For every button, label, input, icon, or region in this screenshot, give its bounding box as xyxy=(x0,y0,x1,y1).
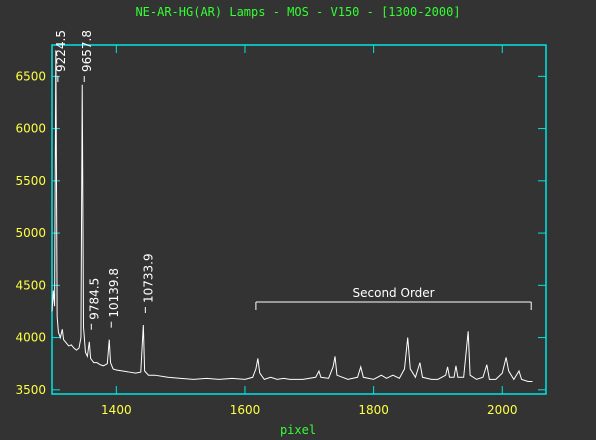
plot-frame xyxy=(51,44,547,395)
bracket-label: Second Order xyxy=(353,286,435,300)
x-tick-label: 1400 xyxy=(101,403,132,417)
chart-title: NE-AR-HG(AR) Lamps - MOS - V150 - [1300-… xyxy=(135,5,460,19)
annotation-label: 9224.5 xyxy=(54,30,68,72)
y-tick-label: 6000 xyxy=(15,122,46,136)
y-tick-label: 4000 xyxy=(15,331,46,345)
annotation-label: 9657.8 xyxy=(80,30,94,72)
y-tick-label: 6500 xyxy=(15,69,46,83)
x-tick-label: 1600 xyxy=(230,403,261,417)
y-tick-label: 5000 xyxy=(15,226,46,240)
y-tick-label: 3500 xyxy=(15,383,46,397)
x-axis-label: pixel xyxy=(280,423,316,437)
annotation-label: 10139.8 xyxy=(107,268,121,318)
annotation-label: 10733.9 xyxy=(141,253,155,303)
annotation-label: 9784.5 xyxy=(87,278,101,320)
spectrum-line xyxy=(51,50,533,382)
x-tick-label: 1800 xyxy=(358,403,389,417)
x-tick-label: 2000 xyxy=(487,403,518,417)
y-tick-label: 4500 xyxy=(15,278,46,292)
y-tick-label: 5500 xyxy=(15,174,46,188)
